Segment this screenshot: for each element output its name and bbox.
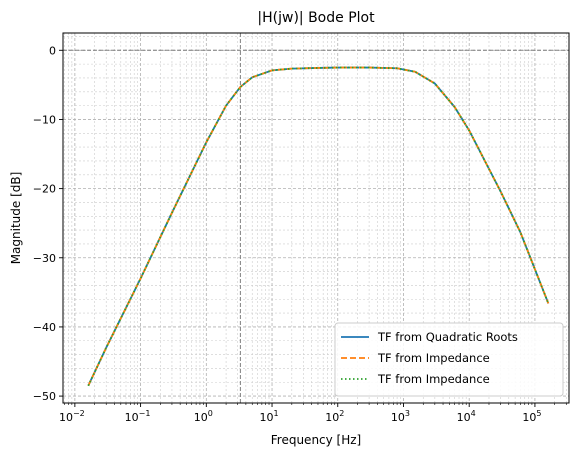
legend: TF from Quadratic Roots TF from Impedance… (334, 322, 564, 397)
series-lines (87, 66, 550, 387)
chart-title: |H(jw)| Bode Plot (257, 10, 375, 26)
y-tick-label: −40 (33, 321, 56, 334)
x-tick-label: 10−2 (59, 409, 85, 424)
reference-lines (63, 33, 569, 403)
legend-label-2: TF from Impedance (377, 351, 490, 365)
legend-box (334, 322, 564, 397)
x-tick-label: 100 (194, 409, 213, 424)
legend-label-1: TF from Quadratic Roots (377, 330, 518, 344)
y-tick-label: 0 (49, 44, 56, 57)
y-tick-label: −50 (33, 390, 56, 403)
x-tick-label: 102 (325, 409, 344, 424)
legend-label-3: TF from Impedance (377, 372, 490, 386)
y-tick-label: −10 (33, 113, 56, 126)
x-tick-label: 10−1 (125, 409, 151, 424)
plot-frame (62, 32, 570, 404)
y-axis-label: Magnitude [dB] (9, 172, 23, 265)
axis-ticks: 10−2 10−1 100 101 102 103 104 105 0 −10 −20 −30 −40 −… (33, 44, 567, 424)
y-tick-label: −30 (33, 252, 56, 265)
x-tick-label: 103 (391, 409, 410, 424)
x-tick-label: 104 (457, 409, 476, 424)
series-line-2 (87, 66, 550, 387)
x-tick-label: 101 (259, 409, 278, 424)
x-tick-label: 105 (522, 409, 541, 424)
y-tick-label: −20 (33, 183, 56, 196)
x-axis-label: Frequency [Hz] (271, 433, 362, 447)
